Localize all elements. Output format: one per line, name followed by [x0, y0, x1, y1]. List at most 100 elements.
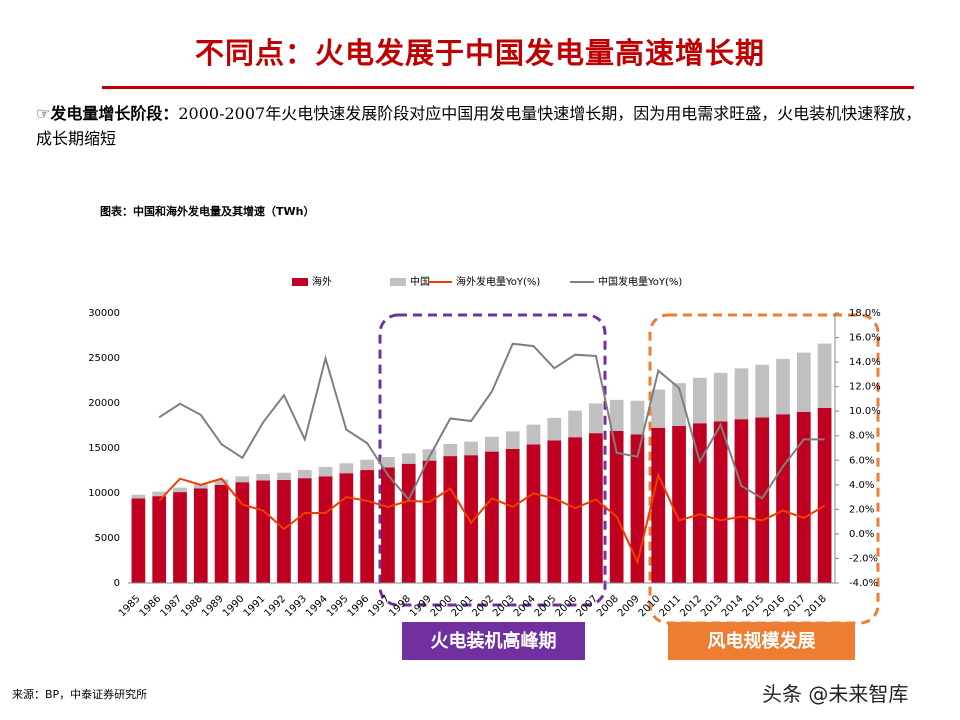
y-tick-label: 30000	[88, 308, 120, 319]
bar	[256, 474, 271, 481]
y2-tick-label: -4.0%	[849, 578, 878, 589]
legend-label: 海外	[312, 275, 332, 288]
bar	[526, 424, 541, 445]
y-tick-label: 15000	[88, 443, 120, 454]
bar	[485, 436, 499, 452]
x-tick-label: 1996	[346, 593, 372, 619]
bar	[713, 421, 728, 583]
x-tick-label: 2014	[720, 593, 746, 619]
x-tick-label: 1994	[304, 593, 330, 619]
y-tick-label: 0	[114, 578, 120, 589]
bar	[173, 492, 187, 583]
bullet-text: 2000-2007年火电快速发展阶段对应中国用发电量快速增长期，因为用电需求旺盛…	[36, 104, 922, 148]
bar	[464, 441, 478, 456]
legend-label: 中国发电量YoY(%)	[598, 275, 682, 288]
bar	[131, 494, 146, 499]
bar	[485, 451, 499, 583]
y-tick-label: 20000	[88, 398, 120, 409]
x-tick-label: 2008	[595, 593, 621, 619]
y-tick-label: 25000	[88, 353, 120, 364]
legend-swatch	[390, 278, 406, 286]
line-series	[158, 471, 826, 566]
bar	[193, 484, 208, 489]
annotation-box	[402, 622, 585, 660]
y2-tick-label: 12.0%	[849, 382, 881, 393]
bar	[297, 478, 312, 583]
y2-tick-label: 16.0%	[849, 333, 881, 344]
watermark: 头条 @未来智库	[762, 682, 909, 706]
bullet: ☞发电量增长阶段：2000-2007年火电快速发展阶段对应中国用发电量快速增长期…	[36, 101, 926, 151]
bar	[360, 459, 374, 471]
bar	[609, 430, 624, 583]
x-tick-label: 2011	[658, 593, 684, 619]
bar	[277, 479, 291, 583]
y2-tick-label: 10.0%	[849, 406, 881, 417]
bar	[672, 383, 686, 426]
y2-tick-label: 4.0%	[849, 480, 874, 491]
source: 来源：BP，中泰证券研究所	[12, 688, 148, 701]
bar	[256, 480, 271, 583]
bar	[381, 457, 395, 468]
line-series	[158, 342, 825, 502]
x-tick-label: 2004	[512, 593, 538, 619]
bar	[713, 372, 728, 422]
bar	[422, 460, 437, 583]
annotation-label: 风电规模发展	[708, 630, 817, 652]
bullet-symbol: ☞	[36, 104, 51, 123]
legend-label: 中国	[410, 275, 430, 288]
x-tick-label: 1991	[242, 593, 268, 619]
bar	[152, 491, 167, 497]
x-tick-label: 1990	[221, 593, 247, 619]
y2-tick-label: 2.0%	[849, 504, 874, 515]
highlight-box	[378, 313, 607, 607]
chart-caption: 图表：中国和海外发电量及其增速（TWh）	[100, 205, 315, 218]
title-rule	[102, 86, 914, 89]
bar	[817, 343, 832, 408]
bar	[776, 414, 790, 583]
bar	[755, 364, 770, 418]
bar	[173, 487, 187, 493]
x-tick-label: 2010	[637, 593, 663, 619]
bar	[672, 425, 686, 583]
bar	[464, 455, 478, 583]
x-tick-label: 2001	[450, 593, 476, 619]
bar	[547, 440, 562, 583]
y2-tick-label: 14.0%	[849, 357, 881, 368]
annotation-box	[668, 622, 855, 660]
x-tick-label: 1999	[408, 593, 434, 619]
bar	[755, 417, 770, 583]
x-tick-label: 2012	[678, 593, 704, 619]
bar	[734, 419, 749, 583]
bar	[235, 476, 250, 483]
bar	[568, 437, 582, 583]
bar	[381, 467, 395, 583]
bar	[734, 368, 749, 420]
bar	[235, 482, 250, 583]
y2-tick-label: -2.0%	[849, 553, 878, 564]
legend-swatch	[292, 278, 308, 286]
x-tick-label: 1986	[138, 593, 164, 619]
bar	[152, 496, 167, 583]
bar	[131, 498, 146, 583]
slide-title: 不同点：火电发展于中国发电量高速增长期	[194, 36, 765, 70]
bar	[297, 470, 312, 479]
bar	[568, 410, 582, 438]
x-tick-label: 1992	[262, 593, 288, 619]
bar	[692, 377, 707, 424]
x-tick-label: 1989	[200, 593, 226, 619]
x-tick-label: 1987	[158, 593, 184, 619]
bar	[214, 479, 229, 485]
x-tick-label: 2007	[574, 593, 600, 619]
bar	[692, 423, 707, 583]
y2-tick-label: 8.0%	[849, 431, 874, 442]
x-tick-label: 2015	[741, 593, 767, 619]
bar	[776, 358, 790, 415]
x-tick-label: 1995	[325, 593, 351, 619]
bar	[609, 399, 624, 431]
bullet-label: 发电量增长阶段：	[50, 104, 179, 123]
y2-tick-label: 0.0%	[849, 529, 874, 540]
bar	[547, 417, 562, 441]
bar	[401, 463, 416, 583]
